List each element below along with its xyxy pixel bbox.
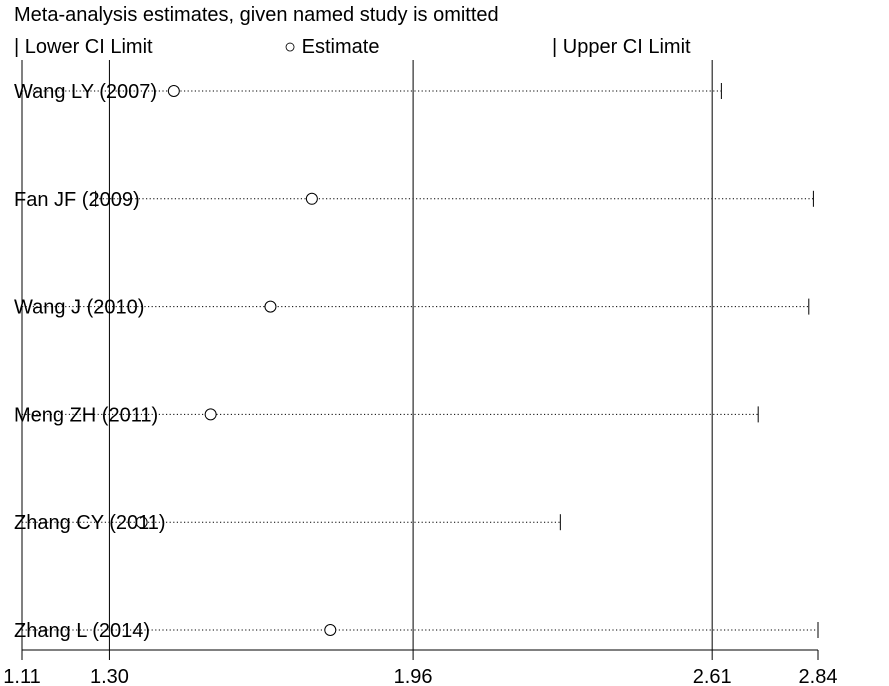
legend-lower-label: Lower CI Limit [24, 36, 153, 58]
chart-title: Meta-analysis estimates, given named stu… [14, 4, 499, 26]
x-tick-label: 1.11 [3, 666, 40, 686]
legend-upper: | Upper CI Limit [552, 36, 691, 59]
legend-estimate: ○ Estimate [284, 36, 379, 59]
x-tick-label: 2.84 [799, 666, 838, 686]
x-tick-label: 1.96 [394, 666, 433, 686]
study-label: Wang LY (2007) [14, 81, 157, 103]
study-label: Fan JF (2009) [14, 189, 140, 211]
study-label: Zhang CY (2011) [14, 512, 166, 534]
legend-upper-label: Upper CI Limit [562, 36, 691, 58]
legend-estimate-label: Estimate [301, 36, 380, 58]
estimate-point [305, 192, 318, 205]
study-label: Zhang L (2014) [14, 620, 150, 642]
estimate-point [324, 624, 337, 636]
estimate-point [264, 300, 277, 313]
estimate-circle-icon: ○ [284, 36, 297, 58]
study-label: Wang J (2010) [14, 297, 144, 319]
estimate-point [204, 408, 217, 421]
study-label: Meng ZH (2011) [14, 404, 158, 426]
x-tick-label: 1.30 [90, 666, 129, 686]
upper-ci-marker-icon: | [552, 36, 558, 58]
legend-lower: | Lower CI Limit [14, 36, 153, 59]
estimate-point [135, 516, 148, 529]
estimate-point [167, 85, 180, 97]
x-tick-label: 2.61 [693, 666, 732, 686]
lower-ci-marker-icon: | [14, 36, 20, 58]
